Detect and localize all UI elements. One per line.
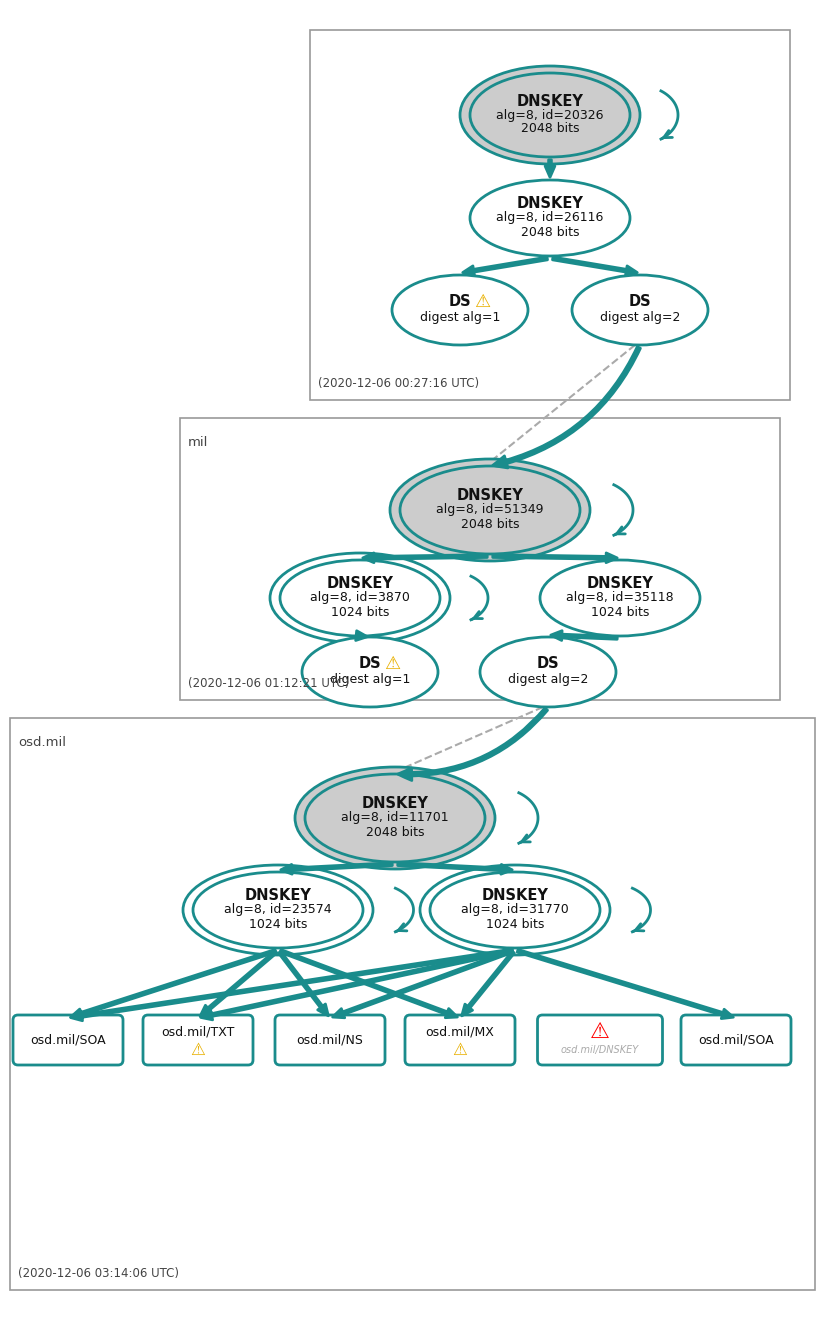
Text: ⚠: ⚠ — [384, 655, 400, 672]
Text: DNSKEY: DNSKEY — [244, 889, 312, 904]
FancyArrowPatch shape — [398, 708, 548, 780]
Ellipse shape — [305, 773, 485, 863]
FancyArrowPatch shape — [545, 159, 555, 177]
Text: osd.mil/MX: osd.mil/MX — [426, 1026, 494, 1038]
Ellipse shape — [460, 66, 640, 163]
Text: ⚠: ⚠ — [191, 1041, 205, 1059]
FancyBboxPatch shape — [405, 1015, 515, 1065]
Ellipse shape — [390, 459, 590, 561]
Text: DS: DS — [537, 657, 559, 671]
Text: 2048 bits: 2048 bits — [521, 122, 579, 136]
Ellipse shape — [270, 553, 450, 643]
Text: DNSKEY: DNSKEY — [456, 489, 523, 504]
Text: 1024 bits: 1024 bits — [591, 606, 649, 618]
Text: 2048 bits: 2048 bits — [521, 226, 579, 238]
Ellipse shape — [193, 872, 363, 948]
Ellipse shape — [480, 637, 616, 707]
Ellipse shape — [392, 275, 528, 346]
Text: DNSKEY: DNSKEY — [482, 889, 549, 904]
Ellipse shape — [540, 560, 700, 637]
Ellipse shape — [572, 275, 708, 346]
Text: osd.mil/SOA: osd.mil/SOA — [31, 1034, 106, 1046]
Text: 1024 bits: 1024 bits — [331, 606, 389, 618]
FancyArrowPatch shape — [553, 256, 637, 275]
FancyArrowPatch shape — [551, 631, 617, 641]
Ellipse shape — [400, 466, 580, 554]
FancyArrowPatch shape — [363, 553, 488, 562]
Text: alg=8, id=26116: alg=8, id=26116 — [497, 211, 604, 225]
Text: 1024 bits: 1024 bits — [486, 917, 544, 930]
FancyBboxPatch shape — [538, 1015, 662, 1065]
FancyArrowPatch shape — [463, 256, 548, 275]
Text: DNSKEY: DNSKEY — [587, 577, 653, 591]
Text: DS: DS — [629, 295, 651, 310]
FancyArrowPatch shape — [200, 950, 276, 1017]
FancyArrowPatch shape — [517, 949, 733, 1018]
Text: mil: mil — [188, 436, 209, 449]
Text: osd.mil/SOA: osd.mil/SOA — [698, 1034, 774, 1046]
Text: digest alg=1: digest alg=1 — [420, 311, 500, 324]
Text: ⚠: ⚠ — [474, 292, 490, 311]
Text: osd.mil/DNSKEY: osd.mil/DNSKEY — [561, 1045, 639, 1055]
FancyArrowPatch shape — [462, 952, 514, 1015]
Text: digest alg=1: digest alg=1 — [330, 674, 410, 687]
FancyArrowPatch shape — [200, 949, 512, 1019]
Text: DNSKEY: DNSKEY — [516, 93, 583, 109]
Text: alg=8, id=11701: alg=8, id=11701 — [342, 812, 449, 824]
FancyArrowPatch shape — [356, 631, 367, 641]
Text: 1024 bits: 1024 bits — [249, 917, 307, 930]
Text: alg=8, id=23574: alg=8, id=23574 — [224, 904, 332, 917]
Text: alg=8, id=35118: alg=8, id=35118 — [566, 591, 674, 605]
FancyArrowPatch shape — [280, 950, 457, 1018]
Text: alg=8, id=3870: alg=8, id=3870 — [310, 591, 410, 605]
Text: ⚠: ⚠ — [590, 1022, 610, 1042]
Ellipse shape — [430, 872, 600, 948]
Text: digest alg=2: digest alg=2 — [508, 674, 588, 687]
Text: osd.mil: osd.mil — [18, 736, 66, 750]
Text: alg=8, id=20326: alg=8, id=20326 — [497, 109, 604, 121]
FancyBboxPatch shape — [143, 1015, 253, 1065]
FancyBboxPatch shape — [13, 1015, 123, 1065]
Text: digest alg=2: digest alg=2 — [600, 311, 680, 324]
Ellipse shape — [470, 179, 630, 256]
Text: osd.mil/TXT: osd.mil/TXT — [162, 1026, 234, 1038]
Text: 2048 bits: 2048 bits — [365, 825, 424, 839]
Ellipse shape — [295, 767, 495, 869]
Text: ⚠: ⚠ — [453, 1041, 468, 1059]
Text: (2020-12-06 01:12:21 UTC): (2020-12-06 01:12:21 UTC) — [188, 676, 349, 690]
Bar — [10, 718, 815, 1290]
FancyBboxPatch shape — [275, 1015, 385, 1065]
FancyArrowPatch shape — [71, 949, 512, 1021]
Bar — [310, 31, 790, 400]
Ellipse shape — [183, 865, 373, 956]
Text: DNSKEY: DNSKEY — [327, 577, 394, 591]
Text: osd.mil/NS: osd.mil/NS — [296, 1034, 364, 1046]
Text: (2020-12-06 03:14:06 UTC): (2020-12-06 03:14:06 UTC) — [18, 1267, 179, 1280]
Ellipse shape — [470, 73, 630, 157]
FancyBboxPatch shape — [681, 1015, 791, 1065]
Text: DS: DS — [449, 295, 471, 310]
Text: alg=8, id=31770: alg=8, id=31770 — [461, 904, 569, 917]
Ellipse shape — [302, 637, 438, 707]
Text: alg=8, id=51349: alg=8, id=51349 — [436, 504, 544, 517]
Text: DNSKEY: DNSKEY — [516, 197, 583, 211]
Text: DS: DS — [359, 657, 381, 671]
Text: DNSKEY: DNSKEY — [361, 796, 428, 812]
FancyArrowPatch shape — [493, 347, 640, 468]
Bar — [180, 419, 780, 700]
FancyArrowPatch shape — [332, 950, 513, 1018]
FancyArrowPatch shape — [493, 553, 617, 562]
Ellipse shape — [420, 865, 610, 956]
FancyArrowPatch shape — [71, 949, 276, 1018]
Text: (2020-12-06 00:27:16 UTC): (2020-12-06 00:27:16 UTC) — [318, 377, 479, 389]
Ellipse shape — [280, 560, 440, 637]
FancyArrowPatch shape — [279, 952, 328, 1015]
FancyArrowPatch shape — [398, 863, 512, 874]
Text: 2048 bits: 2048 bits — [460, 517, 519, 530]
FancyArrowPatch shape — [280, 863, 393, 874]
